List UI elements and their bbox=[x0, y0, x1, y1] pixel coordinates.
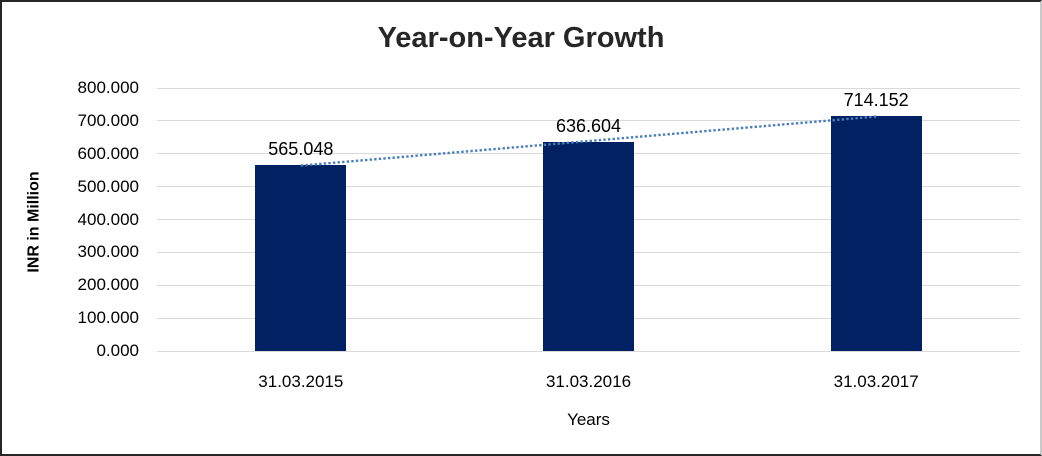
y-tick-label: 500.000 bbox=[77, 176, 139, 196]
y-tick-label: 400.000 bbox=[77, 209, 139, 229]
y-tick-label: 200.000 bbox=[77, 275, 139, 295]
x-axis-title: Years bbox=[567, 410, 610, 429]
x-tick-label: 31.03.2016 bbox=[545, 372, 632, 391]
gridline bbox=[157, 350, 1020, 352]
y-tick-label: 700.000 bbox=[77, 110, 139, 130]
data-label: 636.604 bbox=[555, 115, 622, 136]
y-tick-label: 800.000 bbox=[77, 78, 139, 97]
bar bbox=[830, 116, 922, 351]
data-label: 714.152 bbox=[843, 90, 909, 111]
x-tick-label: 31.03.2017 bbox=[833, 372, 919, 391]
y-tick-label: 100.000 bbox=[77, 308, 139, 328]
gridline bbox=[157, 87, 1020, 89]
chart-title: Year-on-Year Growth bbox=[377, 22, 665, 54]
y-tick-label: 300.000 bbox=[77, 242, 139, 262]
bar bbox=[255, 165, 347, 351]
data-label: 565.048 bbox=[268, 139, 334, 160]
x-tick-label: 31.03.2015 bbox=[258, 372, 344, 391]
y-tick-label: 600.000 bbox=[77, 143, 139, 163]
y-tick-label: 0.000 bbox=[96, 341, 139, 360]
bar bbox=[543, 141, 634, 351]
